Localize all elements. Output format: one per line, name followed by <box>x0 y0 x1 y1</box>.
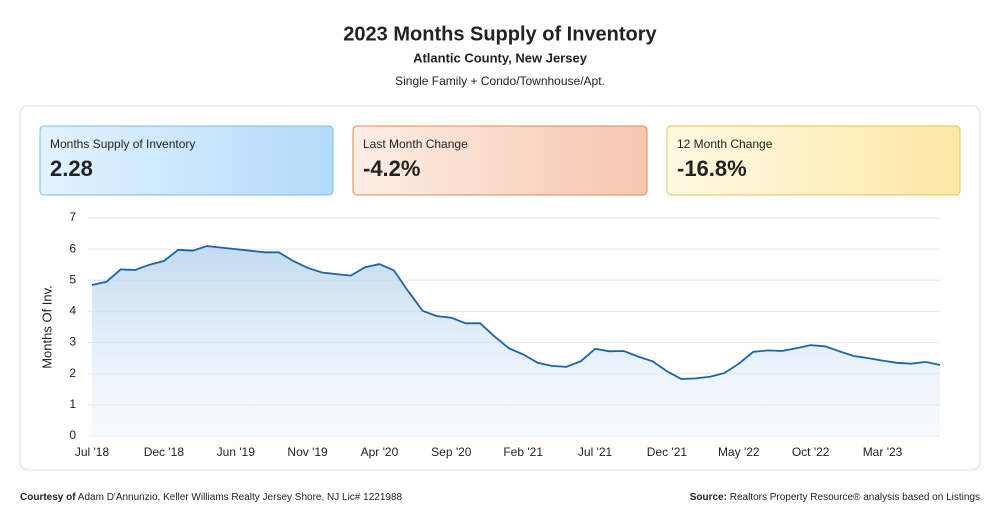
x-tick-label: May '22 <box>718 445 760 459</box>
card-value: -4.2% <box>363 156 420 181</box>
x-tick-label: Dec '21 <box>647 445 688 459</box>
plot: 0 1 2 3 4 5 6 7 Jul '18 Dec '18 Jun '19 Nov '19 Apr … <box>69 210 941 459</box>
y-tick-label: 2 <box>69 366 76 380</box>
x-tick-label: Jul '18 <box>75 445 110 459</box>
x-tick-label: Nov '19 <box>287 445 328 459</box>
y-tick-label: 5 <box>69 272 76 286</box>
x-tick-label: Feb '21 <box>503 445 543 459</box>
y-tick-label: 0 <box>69 428 76 442</box>
source-text: Realtors Property Resource® analysis bas… <box>730 492 980 503</box>
y-tick-label: 7 <box>69 210 76 224</box>
y-tick-label: 1 <box>69 397 76 411</box>
courtesy-text: Adam D'Annunzio, Keller Williams Realty … <box>78 492 403 503</box>
x-tick-label: Jul '21 <box>578 445 613 459</box>
courtesy-label: Courtesy of <box>20 492 76 503</box>
card-label: Months Supply of Inventory <box>50 137 195 151</box>
subtitle: Atlantic County, New Jersey <box>413 50 588 65</box>
source: Source: Realtors Property Resource® anal… <box>690 492 980 503</box>
card <box>666 125 961 196</box>
note: Single Family + Condo/Townhouse/Apt. <box>395 74 605 88</box>
x-tick-label: Oct '22 <box>792 445 830 459</box>
card-label: 12 Month Change <box>677 137 773 151</box>
x-tick-label: Dec '18 <box>144 445 185 459</box>
source-label: Source: <box>690 492 727 503</box>
line <box>91 245 941 380</box>
x-tick-label: Apr '20 <box>361 445 399 459</box>
x-tick-label: Mar '23 <box>863 445 903 459</box>
card-value: -16.8% <box>677 156 747 181</box>
x-tick-label: Sep '20 <box>431 445 472 459</box>
card-label: Last Month Change <box>363 137 468 151</box>
y-axis-label: Months Of Inv. <box>39 285 54 369</box>
x-tick-label: Jun '19 <box>217 445 256 459</box>
card <box>39 125 334 196</box>
y-tick-label: 6 <box>69 241 76 255</box>
title: 2023 Months Supply of Inventory <box>343 23 657 45</box>
area <box>92 246 940 436</box>
courtesy: Courtesy of Adam D'Annunzio, Keller Will… <box>20 492 403 503</box>
y-tick-label: 4 <box>69 304 76 318</box>
card-value: 2.28 <box>50 156 93 181</box>
y-tick-label: 3 <box>69 335 76 349</box>
card <box>352 125 648 196</box>
